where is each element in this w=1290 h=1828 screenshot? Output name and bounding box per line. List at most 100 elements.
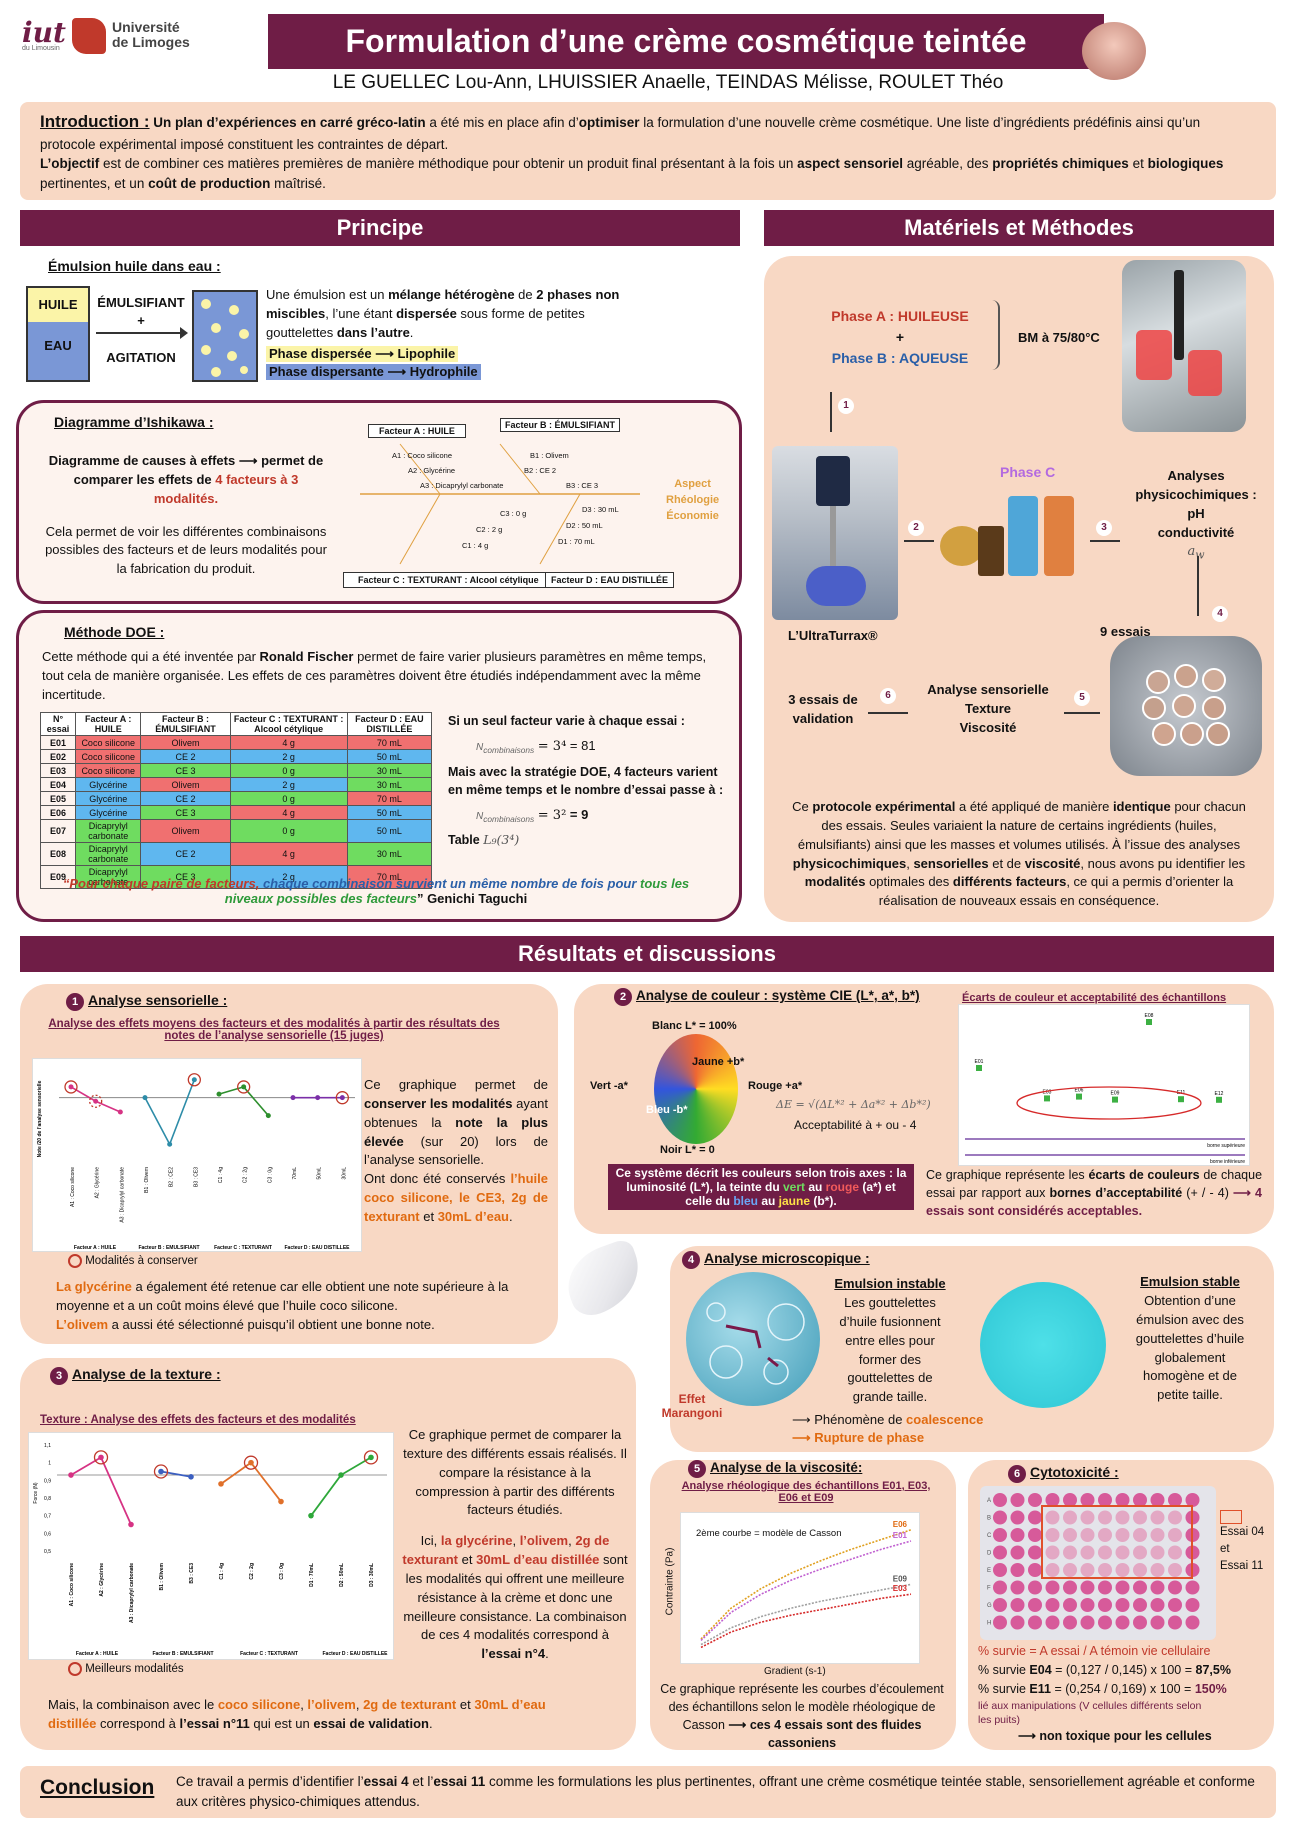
well xyxy=(1063,1545,1077,1560)
t: C2 : 2 g xyxy=(476,525,503,534)
num-badge: 6 xyxy=(1008,1465,1026,1483)
sens-subtitle: Analyse des effets moyens des facteurs e… xyxy=(48,1018,500,1042)
x-tick-label: C1 : 4g xyxy=(218,1167,224,1183)
t: rouge xyxy=(825,1180,860,1194)
t: , xyxy=(568,1533,576,1549)
t: C3 : 0 g xyxy=(500,509,527,518)
data-point xyxy=(191,1077,197,1083)
well xyxy=(1185,1615,1200,1630)
data-point xyxy=(339,1095,345,1101)
borne-sup-label: borne supérieure xyxy=(1207,1143,1245,1149)
t: = 3² xyxy=(537,808,567,824)
table-cell: 50 mL xyxy=(346,805,433,820)
visco-title: 5 Analyse de la viscosité: xyxy=(688,1460,862,1478)
x-tick-label: C3 : 0g xyxy=(267,1167,273,1183)
t: l’essai n°11 xyxy=(179,1715,250,1731)
doe-s1: Si un seul facteur varie à chaque essai … xyxy=(448,714,685,728)
row-label: H xyxy=(987,1621,991,1627)
well xyxy=(1115,1493,1130,1507)
conclusion-text: Ce travail a permis d’identifier l’essai… xyxy=(176,1772,1256,1811)
cie-blanc: Blanc L* = 100% xyxy=(652,1020,737,1032)
t: N xyxy=(476,811,484,823)
table-cell: CE 3 xyxy=(140,865,231,889)
best-marker xyxy=(64,1080,78,1094)
univ-logo-text: Université de Limoges xyxy=(112,20,190,50)
arrow-head-icon xyxy=(180,327,188,339)
t: qui est un xyxy=(249,1715,314,1731)
t: Table xyxy=(448,833,480,848)
t: la glycérine xyxy=(440,1533,513,1549)
table-cell: Olivem xyxy=(140,777,231,792)
x-tick-label: C2 : 2g xyxy=(249,1563,255,1580)
t: sous forme de petites gouttelettes xyxy=(266,305,585,340)
t: dans l’autre xyxy=(336,324,410,340)
micro-unstable-image xyxy=(686,1272,820,1406)
x-tick-label: A2 : Glycérine xyxy=(95,1167,101,1199)
rupture: ⟶ Rupture de phase xyxy=(792,1430,925,1445)
ishikawa-diagram xyxy=(360,443,640,565)
circle-icon xyxy=(68,1254,82,1268)
doe-table: N° essai Facteur A : HUILE Facteur B : ÉMU… xyxy=(39,712,433,889)
well xyxy=(1045,1615,1060,1630)
t: optimales des xyxy=(865,874,953,890)
group-label: Facteur D : EAU DISTILLEE xyxy=(284,1245,350,1251)
texture-chart: 1,1 1 0,9 0,8 0,7 0,6 0,5 A1 : Coco silicone A2 … xyxy=(28,1432,394,1660)
group-label: Facteur C : TEXTURANT xyxy=(240,1651,298,1657)
table-cell: 70 mL xyxy=(346,791,433,806)
t: (sur 20) lors de l’analyse sensorielle. xyxy=(364,1133,548,1168)
data-point xyxy=(338,1472,344,1478)
iut-logo: iut du Limousin xyxy=(22,16,68,60)
analyses-label: Analyses physicochimiques : pH conductiv… xyxy=(1130,466,1262,565)
arrow-down-4-icon xyxy=(1197,556,1199,616)
well xyxy=(1080,1510,1095,1525)
well xyxy=(1028,1510,1042,1525)
data-point xyxy=(128,1521,134,1528)
t: Diagramme de causes à effets ⟶ permet de… xyxy=(48,453,324,487)
intro-text: pertinentes, et un xyxy=(40,175,149,191)
intro-label: Introduction : xyxy=(40,112,150,131)
point-label: E01 xyxy=(975,1059,984,1065)
table-header: Facteur A : HUILE xyxy=(75,712,142,736)
well xyxy=(1168,1510,1182,1525)
well xyxy=(1133,1598,1147,1612)
t: , xyxy=(300,1697,308,1712)
legend-rect-icon xyxy=(1220,1510,1242,1524)
y-tick-label: 0,9 xyxy=(44,1478,51,1484)
cream-swirl-image xyxy=(557,1236,651,1322)
t: % survie xyxy=(978,1682,1030,1696)
table-cell: Dicaprylyl carbonate xyxy=(75,819,142,843)
well xyxy=(1080,1545,1095,1560)
cie-jaune: Jaune +b* xyxy=(692,1056,745,1068)
well xyxy=(1133,1580,1147,1595)
well xyxy=(1063,1528,1077,1542)
table-cell: E06 xyxy=(39,805,77,820)
t: Ce système décrit les couleurs selon tro… xyxy=(615,1166,907,1180)
sens-conclusion: La glycérine a également été retenue car… xyxy=(56,1278,542,1335)
intro-text: biologiques xyxy=(1147,156,1224,172)
intro-text: optimiser xyxy=(578,115,640,130)
data-point xyxy=(188,1474,194,1480)
well xyxy=(1010,1545,1025,1560)
intro-box: Introduction : Un plan d’expériences en … xyxy=(20,102,1276,200)
t: , nous avons pu identifier les xyxy=(1080,855,1246,871)
well xyxy=(1150,1528,1165,1542)
series-label: E03 xyxy=(893,1584,908,1593)
well xyxy=(1045,1545,1060,1560)
well xyxy=(1045,1580,1060,1595)
well xyxy=(1115,1510,1130,1525)
best-marker xyxy=(153,1464,169,1479)
t: Modalités à conserver xyxy=(85,1255,198,1268)
row-label: D xyxy=(987,1551,992,1557)
x-tick-label: 30mL xyxy=(341,1167,347,1180)
t: sensorielles xyxy=(913,855,989,871)
table-cell: 2 g xyxy=(229,865,348,889)
micro-stable-image xyxy=(980,1282,1106,1408)
t: , ce qui a permis d’orienter la réalisat… xyxy=(878,874,1234,909)
well xyxy=(1115,1615,1130,1630)
t: essai 4 xyxy=(363,1774,409,1789)
univ-logo-mark xyxy=(72,18,106,54)
well xyxy=(1063,1615,1077,1630)
phase-a: Phase A : HUILEUSE xyxy=(831,308,969,324)
cyto-plate: A B C D E F G H xyxy=(980,1486,1216,1640)
